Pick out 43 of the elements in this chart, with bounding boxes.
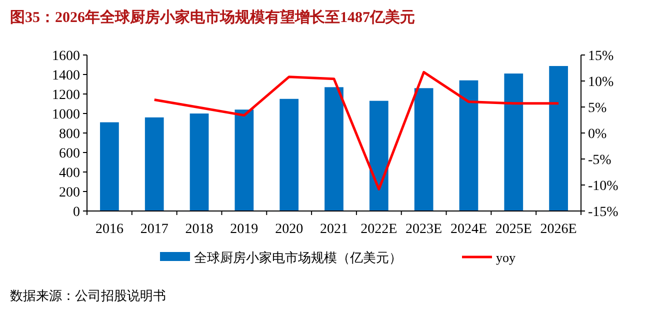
bar (234, 110, 254, 211)
x-tick-label: 2025E (495, 222, 532, 237)
bar (414, 88, 434, 211)
y2-tick-label: 15% (588, 49, 614, 64)
y-tick-label: 1000 (52, 108, 80, 122)
bar (190, 114, 209, 211)
y2-tick-label: 10% (588, 75, 614, 90)
y2-tick-label: -10% (588, 179, 619, 194)
bar (280, 98, 299, 211)
x-tick-label: 2018 (185, 222, 214, 237)
bar (459, 80, 478, 211)
bar (324, 87, 344, 211)
x-tick-label: 2019 (230, 222, 258, 237)
bar (504, 74, 524, 211)
y-tick-label: 1400 (52, 68, 80, 84)
chart-title: 图35：2026年全球厨房小家电市场规模有望增长至1487亿美元 (10, 8, 415, 26)
y2-tick-label: -5% (588, 153, 612, 168)
y2-tick-label: 5% (588, 101, 607, 116)
legend-label: yoy (496, 250, 516, 265)
line-series (153, 70, 560, 190)
y-tick-label: 600 (59, 146, 80, 162)
legend-label: 全球厨房小家电市场规模（亿美元） (194, 250, 402, 265)
y-tick-label: 200 (59, 186, 80, 200)
x-tick-label: 2017 (140, 222, 168, 237)
x-tick-label: 2026E (540, 222, 577, 237)
bar (144, 117, 164, 211)
x-tick-label: 2020 (275, 222, 304, 237)
y-tick-label: 1600 (52, 49, 80, 64)
y-tick-label: 800 (59, 127, 80, 142)
x-tick-label: 2022E (360, 222, 398, 237)
bar (369, 100, 388, 211)
y2-tick-label: 0% (588, 127, 607, 142)
x-tick-label: 2021 (320, 222, 348, 237)
bar (549, 66, 568, 211)
x-tick-label: 2023E (406, 222, 442, 237)
y2-tick-label: -15% (588, 205, 619, 220)
y-tick-label: 1200 (52, 88, 80, 103)
x-tick-label: 2016 (95, 222, 124, 237)
y-tick-label: 0 (73, 205, 80, 220)
bar (100, 122, 119, 211)
y-tick-label: 400 (59, 166, 80, 181)
x-tick-label: 2024E (450, 222, 488, 237)
source-note: 数据来源：公司招股说明书 (10, 288, 166, 303)
